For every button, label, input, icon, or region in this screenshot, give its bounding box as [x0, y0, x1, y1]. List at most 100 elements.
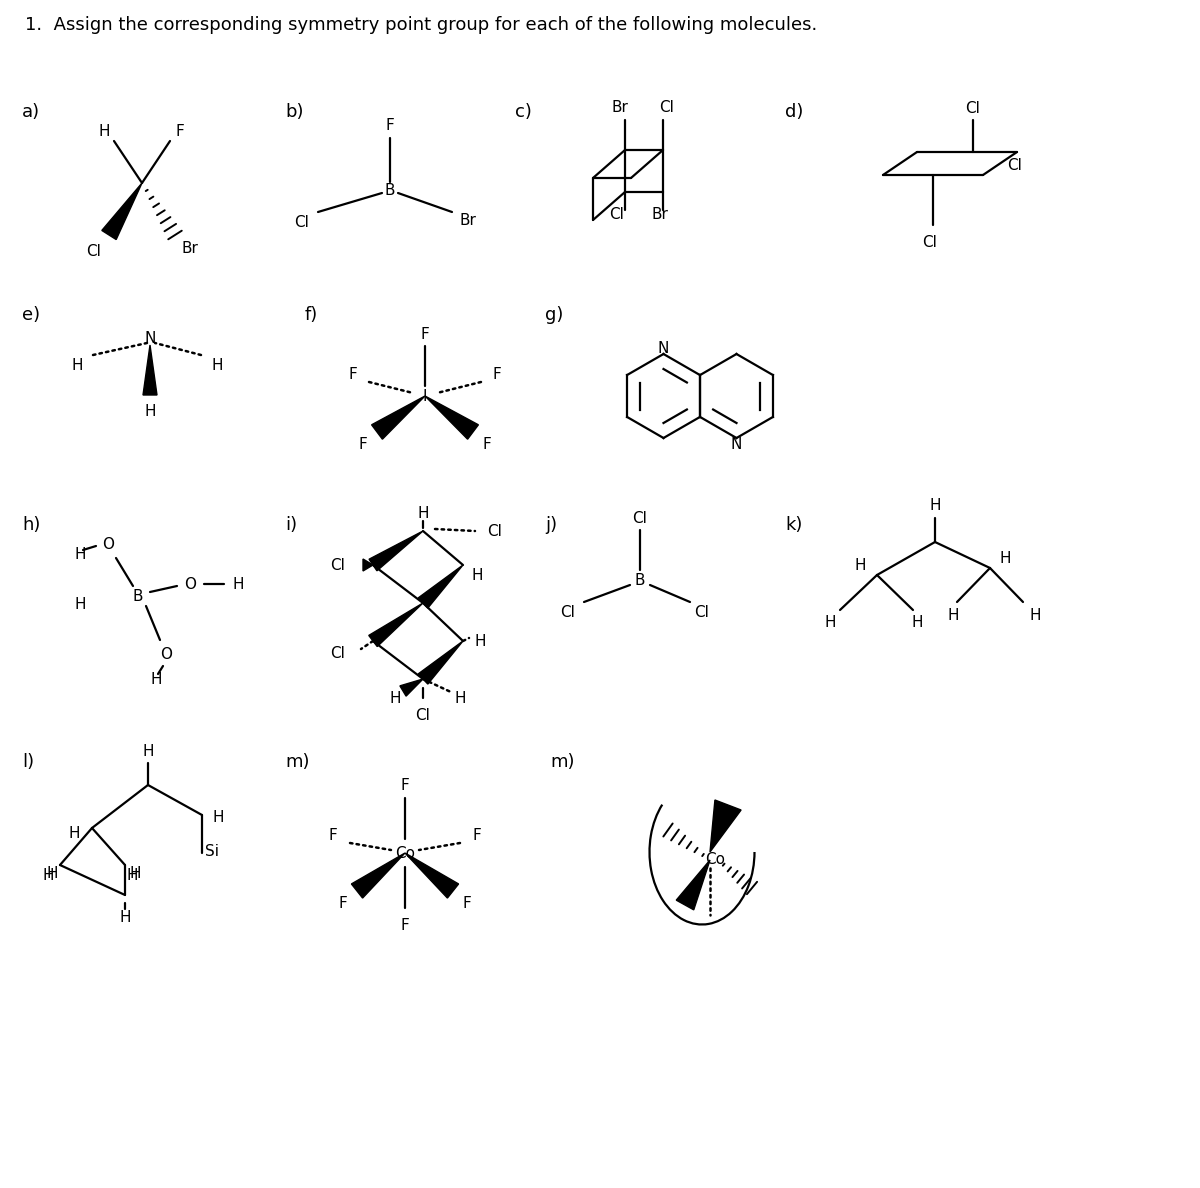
- Text: H: H: [74, 596, 85, 612]
- Text: H: H: [68, 826, 79, 840]
- Text: H: H: [1000, 550, 1010, 565]
- Text: Cl: Cl: [330, 645, 346, 661]
- Text: F: F: [463, 896, 472, 910]
- Polygon shape: [710, 800, 742, 852]
- Text: B: B: [385, 183, 395, 197]
- Text: O: O: [102, 537, 114, 551]
- Text: Cl: Cl: [923, 234, 937, 249]
- Text: F: F: [175, 124, 185, 139]
- Text: f): f): [305, 307, 318, 324]
- Text: H: H: [911, 614, 923, 630]
- Text: d): d): [785, 103, 803, 121]
- Polygon shape: [400, 680, 424, 696]
- Text: 1.  Assign the corresponding symmetry point group for each of the following mole: 1. Assign the corresponding symmetry poi…: [25, 15, 817, 34]
- Text: Co: Co: [706, 853, 725, 867]
- Text: Br: Br: [460, 213, 476, 227]
- Text: Co: Co: [395, 846, 415, 860]
- Text: N: N: [658, 341, 670, 355]
- Text: H: H: [211, 358, 223, 373]
- Text: Cl: Cl: [294, 215, 310, 229]
- Text: F: F: [349, 367, 358, 381]
- Text: Br: Br: [652, 207, 668, 221]
- Text: F: F: [338, 896, 347, 910]
- Text: H: H: [1030, 607, 1040, 623]
- Text: j): j): [545, 516, 557, 533]
- Text: F: F: [482, 436, 491, 451]
- Polygon shape: [418, 565, 463, 608]
- Text: H: H: [418, 506, 428, 520]
- Text: b): b): [286, 103, 304, 121]
- Text: O: O: [160, 646, 172, 662]
- Text: l): l): [22, 753, 34, 771]
- Polygon shape: [425, 396, 479, 440]
- Text: H: H: [233, 576, 244, 592]
- Text: F: F: [421, 327, 430, 341]
- Text: H: H: [71, 358, 83, 373]
- Polygon shape: [370, 531, 424, 570]
- Text: e): e): [22, 307, 40, 324]
- Text: H: H: [126, 867, 138, 883]
- Text: Cl: Cl: [1007, 158, 1022, 172]
- Text: Cl: Cl: [86, 244, 102, 259]
- Text: c): c): [515, 103, 532, 121]
- Text: H: H: [824, 614, 835, 630]
- Text: H: H: [929, 498, 941, 512]
- Text: N: N: [144, 330, 156, 346]
- Text: H: H: [119, 910, 131, 924]
- Polygon shape: [368, 604, 424, 646]
- Text: Cl: Cl: [487, 524, 502, 538]
- Text: H: H: [389, 690, 401, 706]
- Text: F: F: [359, 436, 367, 451]
- Text: F: F: [385, 118, 395, 133]
- Text: Cl: Cl: [660, 101, 674, 115]
- Polygon shape: [372, 396, 425, 440]
- Text: H: H: [47, 866, 58, 880]
- Text: h): h): [22, 516, 41, 533]
- Text: H: H: [150, 672, 162, 688]
- Text: F: F: [329, 828, 337, 842]
- Text: H: H: [143, 744, 154, 758]
- Text: N: N: [731, 436, 742, 451]
- Text: Cl: Cl: [330, 557, 346, 573]
- Text: Si: Si: [205, 843, 220, 859]
- Text: H: H: [74, 546, 85, 562]
- Text: H: H: [472, 568, 482, 582]
- Text: g): g): [545, 307, 563, 324]
- Text: H: H: [144, 404, 156, 418]
- Text: Cl: Cl: [610, 207, 624, 221]
- Text: Cl: Cl: [695, 605, 709, 619]
- Text: Br: Br: [612, 101, 629, 115]
- Text: H: H: [854, 557, 865, 573]
- Text: F: F: [493, 367, 502, 381]
- Text: F: F: [401, 917, 409, 933]
- Text: m): m): [550, 753, 575, 771]
- Polygon shape: [406, 853, 458, 898]
- Text: H: H: [98, 124, 109, 139]
- Text: Br: Br: [181, 240, 198, 255]
- Text: B: B: [635, 573, 646, 588]
- Text: Cl: Cl: [632, 511, 648, 525]
- Text: i): i): [286, 516, 298, 533]
- Text: H: H: [475, 633, 486, 649]
- Text: F: F: [473, 828, 481, 842]
- Text: H: H: [130, 866, 140, 880]
- Text: H: H: [947, 607, 959, 623]
- Text: m): m): [286, 753, 310, 771]
- Text: Cl: Cl: [415, 708, 431, 722]
- Text: I: I: [422, 388, 427, 404]
- Polygon shape: [102, 183, 142, 240]
- Text: O: O: [184, 576, 196, 592]
- Polygon shape: [418, 642, 463, 684]
- Text: Cl: Cl: [966, 101, 980, 115]
- Polygon shape: [364, 560, 373, 571]
- Polygon shape: [352, 853, 406, 898]
- Polygon shape: [143, 345, 157, 394]
- Text: B: B: [133, 588, 143, 604]
- Text: Cl: Cl: [560, 605, 576, 619]
- Text: H: H: [212, 810, 223, 826]
- Text: H: H: [455, 690, 466, 706]
- Text: k): k): [785, 516, 803, 533]
- Polygon shape: [677, 860, 710, 910]
- Text: H: H: [42, 867, 54, 883]
- Text: F: F: [401, 777, 409, 792]
